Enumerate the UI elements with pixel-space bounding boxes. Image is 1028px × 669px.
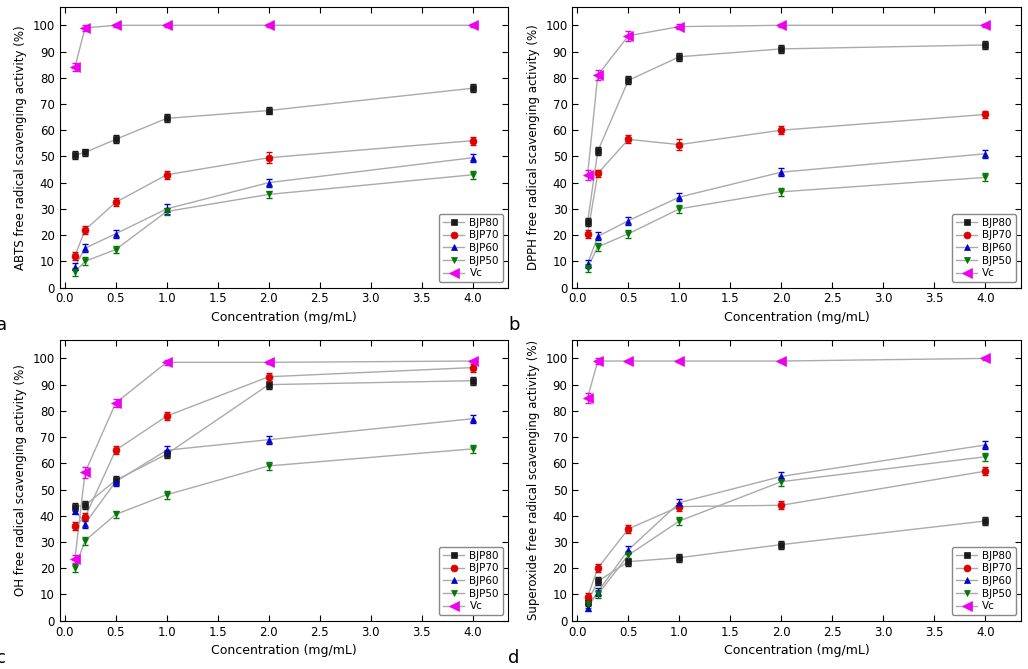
Text: d: d xyxy=(508,649,519,667)
Text: b: b xyxy=(508,316,520,334)
X-axis label: Concentration (mg/mL): Concentration (mg/mL) xyxy=(724,311,870,324)
Y-axis label: DPPH free radical scavenging activity (%): DPPH free radical scavenging activity (%… xyxy=(526,24,540,270)
X-axis label: Concentration (mg/mL): Concentration (mg/mL) xyxy=(211,644,357,657)
Text: a: a xyxy=(0,316,7,334)
Legend: BJP80, BJP70, BJP60, BJP50, Vc: BJP80, BJP70, BJP60, BJP50, Vc xyxy=(439,213,503,282)
Legend: BJP80, BJP70, BJP60, BJP50, Vc: BJP80, BJP70, BJP60, BJP50, Vc xyxy=(439,547,503,615)
Text: c: c xyxy=(0,649,6,667)
Legend: BJP80, BJP70, BJP60, BJP50, Vc: BJP80, BJP70, BJP60, BJP50, Vc xyxy=(952,547,1016,615)
Y-axis label: ABTS free radical scavenging activity (%): ABTS free radical scavenging activity (%… xyxy=(14,25,27,270)
Y-axis label: OH free radical scavenging activity (%): OH free radical scavenging activity (%) xyxy=(14,365,27,596)
Legend: BJP80, BJP70, BJP60, BJP50, Vc: BJP80, BJP70, BJP60, BJP50, Vc xyxy=(952,213,1016,282)
X-axis label: Concentration (mg/mL): Concentration (mg/mL) xyxy=(724,644,870,657)
X-axis label: Concentration (mg/mL): Concentration (mg/mL) xyxy=(211,311,357,324)
Y-axis label: Superoxide free radical scavenging activity (%): Superoxide free radical scavenging activ… xyxy=(526,341,540,620)
